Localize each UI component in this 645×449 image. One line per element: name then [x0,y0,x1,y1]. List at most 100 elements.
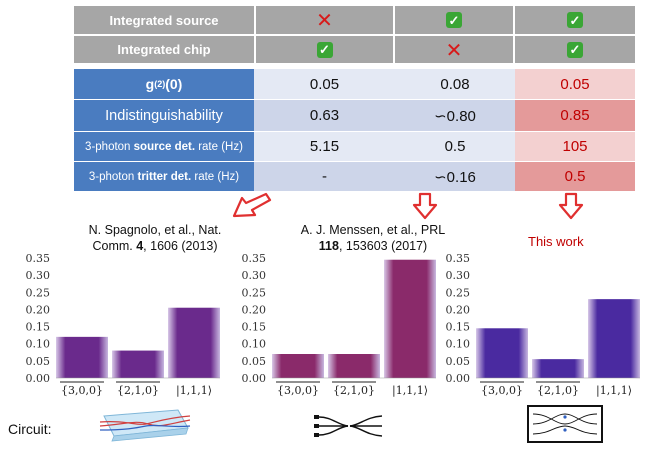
source-rate-label: 3-photon source det. rate (Hz) [74,132,254,161]
integrated-chip-this: ✓ [515,36,635,63]
y-tick-label: 0.15 [446,321,471,334]
bar [476,328,528,378]
g2-spagnolo: 0.05 [254,69,395,99]
integrated-source-label: Integrated source [74,6,254,34]
y-tick-label: 0.15 [26,321,51,334]
y-tick-label: 0.30 [26,269,51,282]
y-tick-label: 0.00 [26,372,51,385]
source-rate-pre: 3-photon [85,140,134,153]
ref-spagnolo-pre: Comm. [92,239,137,253]
y-tick-label: 0.30 [242,269,267,282]
arrow-down-icon [412,192,438,220]
tritter-rate-post: rate (Hz) [191,170,240,183]
x-tick-label: |1,1,1⟩ [392,384,428,398]
y-tick-label: 0.20 [26,303,51,316]
y-tick-label: 0.25 [446,286,471,299]
ref-spagnolo-vol: 4 [136,239,144,253]
y-tick-label: 0.30 [446,269,471,282]
arrow-down-left-icon [232,192,272,218]
ref-spagnolo-post: , 1606 (2013) [143,239,218,253]
bar [168,307,220,378]
bar [56,336,108,378]
y-tick-label: 0.05 [446,355,471,368]
y-tick-label: 0.05 [242,355,267,368]
ref-spagnolo-line1: N. Spagnolo, et al., Nat. [88,223,222,237]
tritter-rate-this: 0.5 [515,162,635,191]
integrated-source-spagnolo: ✕ [256,6,393,34]
y-tick-label: 0.10 [26,338,51,351]
y-tick-label: 0.10 [446,338,471,351]
integrated-source-this: ✓ [515,6,635,34]
indist-menssen: ∽0.80 [395,100,515,131]
y-tick-label: 0.00 [446,372,471,385]
ref-spagnolo: N. Spagnolo, et al., Nat. Comm. 4, 1606 … [60,222,250,254]
glass-chip-circuit-icon [99,409,191,442]
x-tick-label: |1,1,1⟩ [176,384,212,398]
tritter-rate-spagnolo: - [254,162,395,191]
bar [272,354,324,378]
ref-spagnolo-line2: Comm. 4, 1606 (2013) [60,238,250,254]
bar [588,299,640,378]
x-tick-label: {3,0,0} [277,384,319,397]
check-icon: ✓ [567,41,583,58]
g2-this: 0.05 [515,69,635,99]
circuit-label: Circuit: [8,421,52,437]
x-tick-label: {2,1,0} [537,384,579,397]
bar [112,350,164,378]
integrated-chip-spagnolo: ✓ [256,36,393,63]
source-rate-this: 105 [515,132,635,161]
x-tick-label: {2,1,0} [333,384,375,397]
g2-menssen: 0.08 [395,69,515,99]
arrow-down-icon [558,192,584,220]
source-rate-menssen: 0.5 [395,132,515,161]
indist-this: 0.85 [515,100,635,131]
y-tick-label: 0.35 [446,252,471,265]
y-tick-label: 0.25 [242,286,267,299]
y-tick-label: 0.10 [242,338,267,351]
check-icon: ✓ [316,41,333,58]
x-tick-label: {3,0,0} [481,384,523,397]
source-rate-spagnolo: 5.15 [254,132,395,161]
y-tick-label: 0.35 [242,252,267,265]
ref-menssen-line2: 118, 153603 (2017) [278,238,468,254]
cross-icon: ✕ [445,37,463,62]
integrated-chip-label: Integrated chip [74,36,254,63]
source-rate-bold: source det. [133,140,196,153]
bar-chart-this-work: 0.00 0.05 0.10 0.15 0.20 0.25 0.30 0.35 {3,0,0} {… [446,252,640,398]
this-work-label: This work [528,234,584,249]
fiber-tritter-circuit-icon [314,415,383,437]
check-icon: ✓ [446,12,462,28]
ref-menssen-vol: 118 [318,239,339,253]
y-tick-label: 0.20 [242,303,267,316]
bar-chart-menssen: 0.00 0.05 0.10 0.15 0.20 0.25 0.30 0.35 {3,0,0} {… [242,252,436,398]
y-tick-label: 0.35 [26,252,51,265]
ref-menssen-line1: A. J. Menssen, et al., PRL [300,223,446,237]
bar [384,259,436,378]
tritter-rate-pre: 3-photon [88,170,138,183]
integrated-chip-menssen: ✕ [395,36,513,63]
y-tick-label: 0.25 [26,286,51,299]
g2-sup: (2) [154,79,166,89]
x-tick-label: |1,1,1⟩ [596,384,632,398]
bar [328,354,380,378]
check-icon: ✓ [567,12,583,28]
ref-menssen-post: , 153603 (2017) [338,239,428,253]
y-tick-label: 0.20 [446,303,471,316]
g2-main: g [145,76,155,92]
x-tick-label: {2,1,0} [117,384,159,397]
indist-spagnolo: 0.63 [254,100,395,131]
cross-icon: ✕ [316,8,333,32]
y-tick-label: 0.00 [242,372,267,385]
g2-label: g (2) (0) [74,69,254,99]
bar-chart-spagnolo: 0.00 0.05 0.10 0.15 0.20 0.25 0.30 0.35 {3,0,0} {… [26,252,220,398]
x-tick-label: {3,0,0} [61,384,103,397]
integrated-chip-circuit-icon [527,405,603,443]
tritter-rate-bold: tritter det. [137,170,192,183]
integrated-source-menssen: ✓ [395,6,513,34]
tritter-rate-label: 3-photon tritter det. rate (Hz) [74,162,254,191]
source-rate-post: rate (Hz) [195,140,243,153]
tritter-rate-menssen: ∽0.16 [395,162,515,191]
indist-label: Indistinguishability [74,100,254,131]
ref-menssen: A. J. Menssen, et al., PRL 118, 153603 (… [278,222,468,254]
y-tick-label: 0.15 [242,321,267,334]
